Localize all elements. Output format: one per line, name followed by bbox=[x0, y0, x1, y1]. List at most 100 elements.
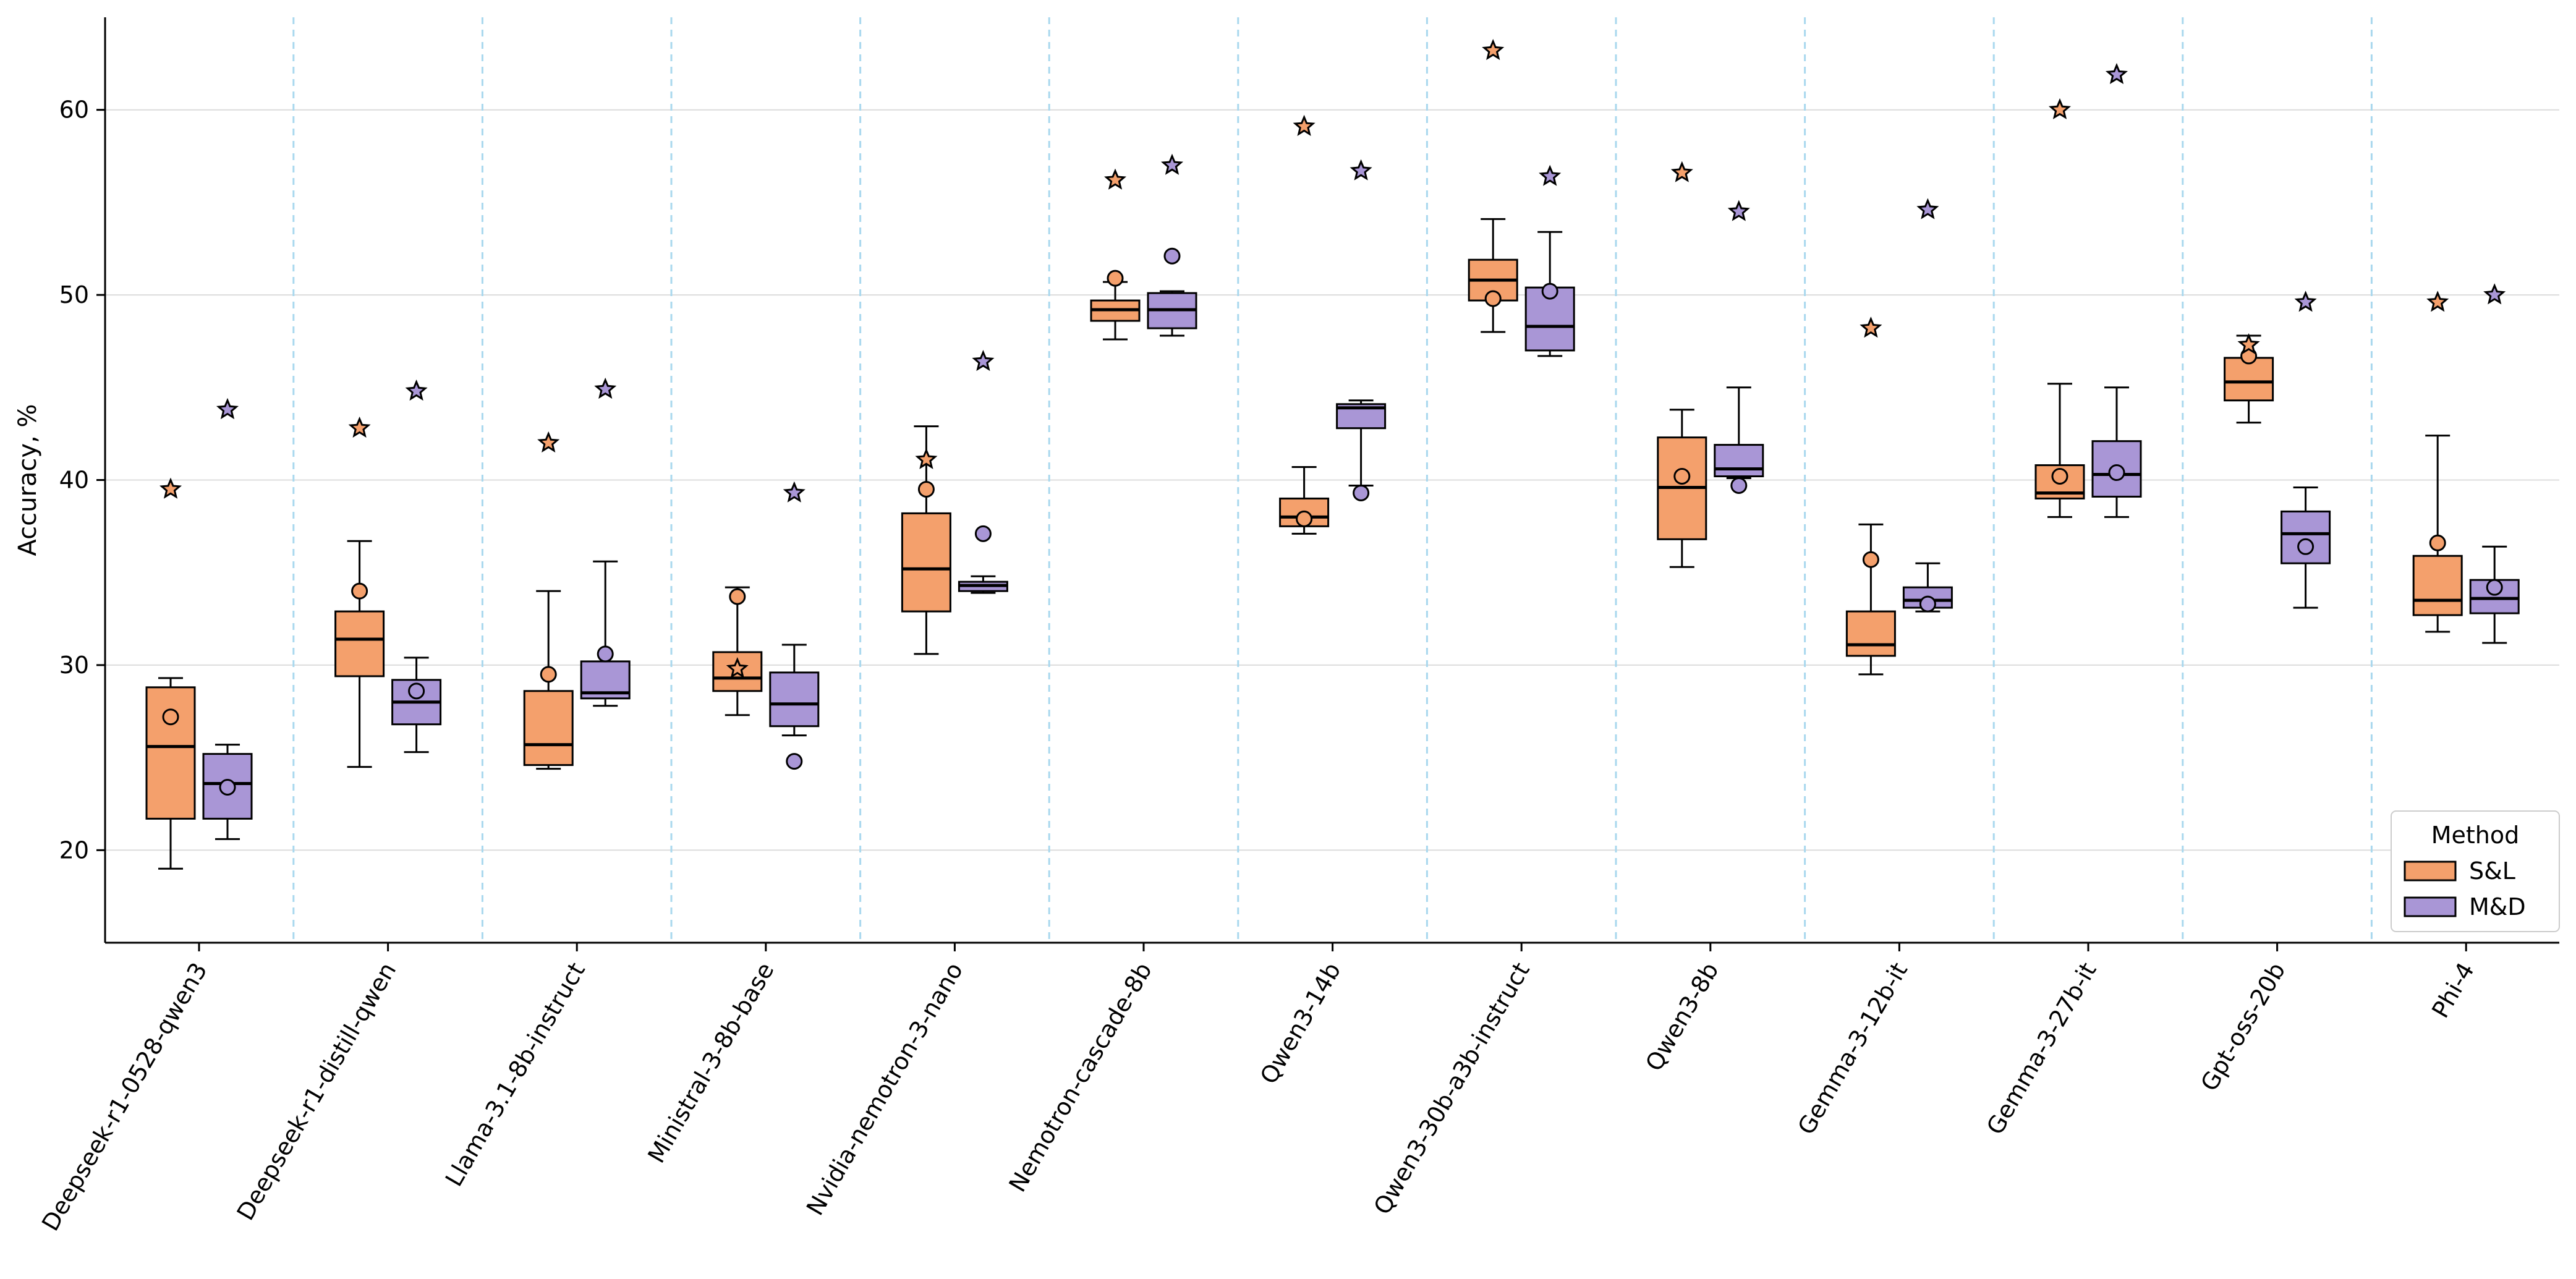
x-tick-label: Gpt-oss-20b bbox=[2195, 958, 2290, 1096]
legend-swatch-sl bbox=[2404, 860, 2457, 882]
legend: Method S&L M&D bbox=[2391, 810, 2560, 932]
box-md-6 bbox=[1147, 290, 1197, 337]
star-marker-sl bbox=[2426, 291, 2449, 312]
mean-marker-sl bbox=[162, 708, 179, 726]
box-body bbox=[1714, 444, 1764, 478]
box-body bbox=[523, 690, 574, 767]
mean-marker-md bbox=[974, 525, 992, 542]
mean-marker-sl bbox=[1862, 551, 1879, 568]
y-tick-label: 30 bbox=[59, 652, 89, 679]
mean-marker-md bbox=[2486, 579, 2503, 596]
legend-title: Method bbox=[2431, 822, 2520, 849]
star-marker-md bbox=[972, 350, 995, 372]
mean-marker-md bbox=[786, 753, 803, 770]
box-body bbox=[334, 610, 385, 678]
star-marker-sl bbox=[726, 657, 749, 679]
box-body bbox=[2412, 555, 2463, 616]
box-sl-2 bbox=[334, 540, 385, 768]
star-marker-md bbox=[594, 377, 617, 399]
grid-layer bbox=[105, 109, 2559, 851]
box-sl-11 bbox=[2034, 383, 2085, 518]
legend-label-md: M&D bbox=[2469, 893, 2526, 920]
star-marker-md bbox=[1350, 159, 1372, 181]
legend-swatch-md bbox=[2404, 896, 2457, 917]
mean-marker-md bbox=[1919, 595, 1936, 613]
mean-marker-sl bbox=[540, 666, 557, 683]
box-sl-6 bbox=[1090, 281, 1141, 341]
mean-marker-md bbox=[597, 645, 614, 663]
mean-marker-sl bbox=[2051, 468, 2068, 485]
box-sl-3 bbox=[523, 590, 574, 770]
star-marker-sl bbox=[1860, 317, 1882, 338]
star-marker-md bbox=[1916, 198, 1939, 219]
mean-marker-sl bbox=[729, 588, 746, 605]
x-tick-label: Nemotron-cascade-8b bbox=[1003, 958, 1157, 1197]
separator-layer bbox=[292, 17, 2373, 943]
x-tick-label: Deepseek-r1-distill-qwen bbox=[232, 958, 402, 1225]
star-marker-sl bbox=[348, 416, 371, 438]
star-marker-md bbox=[783, 481, 806, 503]
x-tick-label: Llama-3.1-8b-instruct bbox=[440, 958, 590, 1191]
star-marker-sl bbox=[1293, 114, 1316, 136]
mean-marker-md bbox=[2108, 464, 2125, 482]
box-md-10 bbox=[1902, 562, 1953, 613]
x-tick-label: Qwen3-30b-a3b-instruct bbox=[1369, 958, 1535, 1220]
legend-label-sl: S&L bbox=[2469, 857, 2515, 885]
mean-marker-sl bbox=[351, 582, 368, 600]
box-body bbox=[145, 686, 196, 820]
y-axis-label: Accuracy, % bbox=[14, 404, 42, 556]
star-marker-md bbox=[2294, 291, 2317, 312]
box-sl-13 bbox=[2412, 435, 2463, 633]
box-sl-9 bbox=[1657, 409, 1707, 568]
mean-marker-md bbox=[408, 682, 425, 700]
box-sl-10 bbox=[1845, 523, 1896, 676]
star-marker-md bbox=[216, 397, 239, 420]
box-md-12 bbox=[2281, 486, 2331, 609]
star-marker-sl bbox=[537, 431, 560, 453]
star-marker-md bbox=[2483, 283, 2506, 305]
marker-layer bbox=[159, 39, 2506, 796]
star-marker-sl bbox=[915, 448, 938, 469]
x-tick-label: Nvidia-nemotron-3-nano bbox=[801, 958, 968, 1220]
y-tick-label: 20 bbox=[59, 836, 89, 864]
star-marker-sl bbox=[2237, 333, 2260, 355]
mean-marker-sl bbox=[1484, 290, 1502, 307]
box-md-11 bbox=[2091, 386, 2142, 518]
star-marker-md bbox=[2105, 62, 2128, 85]
star-marker-sl bbox=[1103, 168, 1127, 190]
box-md-3 bbox=[580, 560, 631, 707]
x-tick-label: Ministral-3-8b-base bbox=[642, 958, 779, 1168]
box-md-9 bbox=[1714, 386, 1764, 480]
box-body bbox=[2281, 510, 2331, 564]
box-md-5 bbox=[958, 575, 1008, 594]
star-marker-md bbox=[1160, 153, 1184, 175]
mean-marker-sl bbox=[1296, 510, 1313, 527]
box-md-2 bbox=[391, 656, 442, 754]
mean-marker-sl bbox=[1673, 468, 1691, 485]
box-sl-8 bbox=[1468, 218, 1518, 333]
box-sl-4 bbox=[712, 586, 763, 716]
star-marker-md bbox=[405, 379, 428, 401]
box-md-7 bbox=[1336, 399, 1387, 487]
x-tick-label: Gemma-3-27b-it bbox=[1981, 958, 2102, 1139]
star-marker-md bbox=[1539, 164, 1562, 186]
mean-marker-md bbox=[1541, 283, 1558, 300]
axis-layer bbox=[96, 17, 2559, 951]
mean-marker-md bbox=[1163, 247, 1181, 265]
mean-marker-sl bbox=[2429, 534, 2446, 551]
x-tick-label: Phi-4 bbox=[2426, 958, 2480, 1023]
star-marker-sl bbox=[2048, 98, 2072, 119]
y-tick-label: 50 bbox=[59, 281, 89, 308]
box-sl-5 bbox=[901, 425, 951, 655]
box-body bbox=[769, 671, 820, 728]
mean-marker-md bbox=[1730, 477, 1748, 494]
star-marker-sl bbox=[1482, 39, 1505, 61]
star-marker-sl bbox=[159, 477, 182, 499]
mean-marker-md bbox=[2297, 538, 2315, 555]
x-tick-label: Qwen3-14b bbox=[1255, 958, 1346, 1089]
star-marker-md bbox=[1727, 200, 1750, 221]
mean-marker-md bbox=[1353, 484, 1370, 501]
box-layer bbox=[145, 218, 2520, 870]
x-tick-label: Deepseek-r1-0528-qwen3 bbox=[36, 958, 213, 1236]
